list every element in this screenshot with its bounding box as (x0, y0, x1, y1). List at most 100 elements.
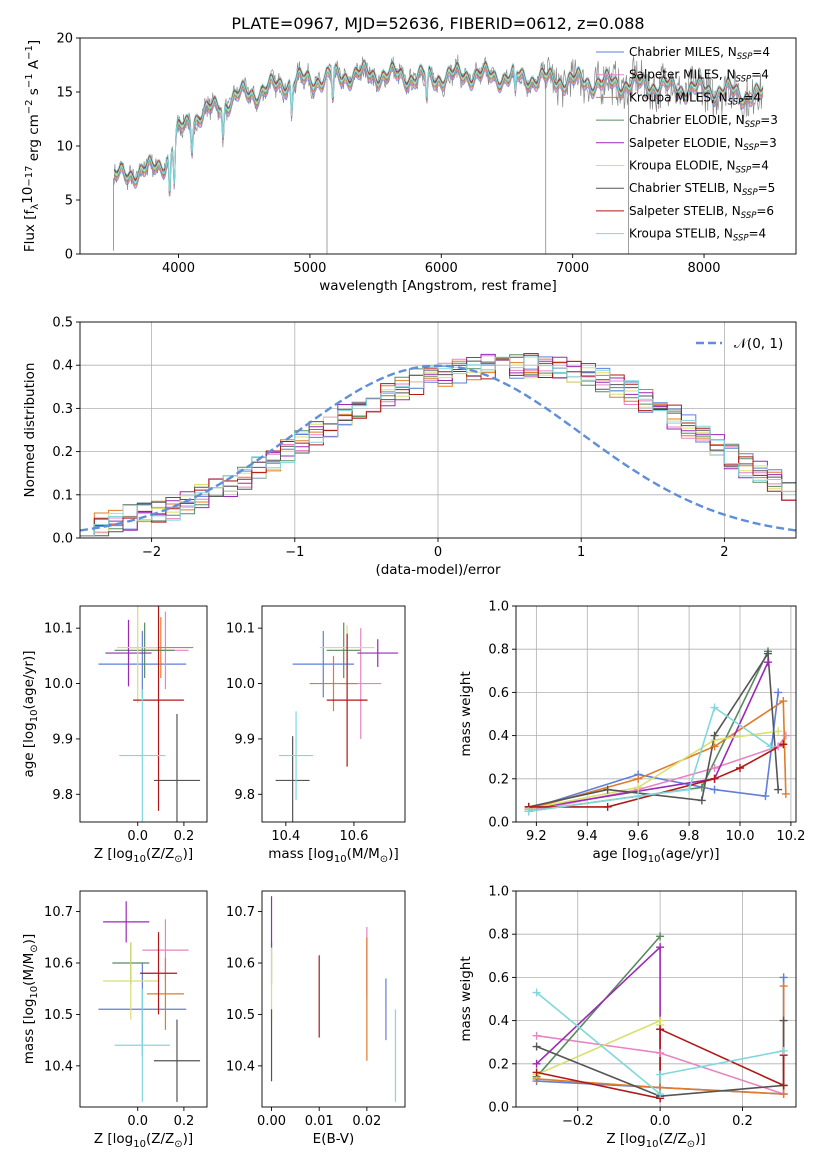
x-tick-label: −0.2 (562, 1114, 594, 1129)
y-tick-label: 0.0 (488, 816, 509, 831)
spectrum-ylabel: Flux [fλ10−17 erg cm−2 s−1 A−1] (20, 40, 42, 252)
legend-entry: Kroupa STELIB, NSSP=4 (629, 227, 766, 244)
histogram-step-line (80, 353, 796, 537)
y-tick-label: 15 (56, 86, 73, 101)
x-tick-label: 10.4 (271, 829, 300, 844)
weight-point-marker (656, 932, 665, 941)
weight-point-marker (634, 783, 643, 792)
weight-series-line (528, 692, 779, 810)
label-part: −2 (24, 99, 35, 114)
legend-entry: 𝒩(0, 1) (734, 336, 783, 352)
mass-vs-Z-panel: 0.0 0.210.410.510.610.7Z [log10(Z/Z⊙)]mas… (21, 890, 208, 1150)
weight-vs-Z-ylabel: mass weight (458, 956, 474, 1041)
x-tick-label: 0.0 (650, 1114, 671, 1129)
weight-point-marker (779, 982, 788, 991)
model-spectrum-line (113, 68, 764, 198)
y-tick-label: 10.7 (226, 905, 255, 920)
y-tick-label: 10.5 (44, 1008, 73, 1023)
label-part: wavelength [Angstrom, rest frame] (319, 278, 557, 294)
label-part: 10 (29, 986, 40, 999)
mass-vs-EBV-frame (261, 890, 406, 1108)
label-part: A (26, 59, 42, 73)
label-part: 10 (29, 710, 40, 723)
weight-point-marker (781, 731, 790, 740)
x-tick-label: 5000 (293, 261, 326, 276)
histogram-step-line (80, 355, 796, 537)
label-part: ⊙ (687, 1139, 695, 1150)
legend-text-part: SSP (728, 97, 744, 107)
age-vs-Z-plot-area (98, 606, 201, 822)
mass-vs-EBV-xlabel: E(B-V) (313, 1131, 355, 1147)
weight-point-marker (685, 785, 694, 794)
x-tick-label: 0.00 (257, 1114, 286, 1129)
legend-text-part: SSP (736, 75, 752, 85)
weight-point-marker (764, 649, 772, 658)
histogram-step-line (80, 354, 796, 537)
weight-vs-Z-plot-area (516, 891, 796, 1107)
legend-entry: Salpeter STELIB, NSSP=6 (629, 204, 774, 221)
weight-point-marker (764, 658, 772, 667)
weight-point-marker (532, 988, 541, 997)
age-vs-mass-plot-area (275, 622, 399, 822)
weight-point-marker (656, 1025, 665, 1034)
legend-text-part: =4 (752, 45, 770, 59)
x-tick-label: 9.6 (628, 829, 649, 844)
label-part: s (26, 88, 42, 99)
label-part: 10 (133, 1139, 146, 1150)
weight-point-marker (656, 943, 665, 952)
label-part: (data-model)/error (375, 562, 501, 578)
weight-vs-age-xlabel: age [log10(age/yr)] (592, 846, 719, 865)
x-tick-label: 9.8 (679, 829, 700, 844)
weight-point-marker (603, 785, 612, 794)
legend-text-part: Salpeter ELODIE, N (629, 136, 743, 150)
legend-text-part: =3 (760, 113, 778, 127)
weight-point-marker (532, 1031, 541, 1040)
x-tick-label: 0.0 (127, 829, 148, 844)
label-part: Z [log (606, 1131, 645, 1147)
x-tick-label: 4000 (162, 261, 195, 276)
legend-text-part: Chabrier MILES, N (629, 45, 737, 59)
x-tick-label: 7000 (556, 261, 589, 276)
weight-point-marker (603, 802, 612, 811)
y-tick-label: 10.5 (226, 1008, 255, 1023)
legend-entry: Salpeter MILES, NSSP=4 (629, 68, 769, 85)
spectrum-plot-area (113, 54, 764, 254)
label-part: 10 (334, 854, 347, 865)
age-vs-Z-xlabel: Z [log10(Z/Z⊙)] (94, 846, 193, 865)
x-tick-label: 0.01 (305, 1114, 334, 1129)
spectrum-panel: 4000 5000 6000 7000 8000 0 5 10 15 20 wavelength [… (20, 32, 797, 294)
y-tick-label: 10.4 (226, 1059, 255, 1074)
weight-point-marker (774, 785, 783, 794)
weight-point-marker (766, 742, 775, 751)
weight-point-marker (532, 1059, 541, 1068)
weight-point-marker (779, 1016, 788, 1025)
label-part: −17 (24, 166, 35, 187)
label-part: (M/M (347, 846, 380, 862)
y-tick-label: 10.1 (44, 622, 73, 637)
label-part: mass [log (21, 999, 37, 1065)
label-part: erg cm (26, 114, 42, 165)
model-spectrum-line (113, 63, 764, 193)
y-tick-label: 10.0 (226, 677, 255, 692)
legend-text-part: =4 (751, 68, 769, 82)
legend-text-part: =3 (759, 136, 777, 150)
age-vs-Z-ylabel: age [log10(age/yr)] (21, 650, 40, 777)
weight-point-marker (779, 1081, 788, 1090)
weight-point-marker (656, 1049, 665, 1057)
y-tick-label: 5 (65, 194, 73, 209)
y-tick-label: 0.6 (488, 686, 509, 701)
x-tick-label: 8000 (687, 261, 720, 276)
label-part: (Z/Z (146, 1131, 174, 1147)
weight-series-line (528, 730, 779, 810)
label-part: )] (388, 846, 399, 862)
label-part: ] (26, 40, 42, 45)
weight-point-marker (779, 1046, 788, 1055)
weight-point-marker (656, 1070, 665, 1079)
y-tick-label: 9.8 (234, 788, 255, 803)
label-part: λ (30, 204, 41, 210)
weight-series-line (528, 735, 787, 812)
weight-vs-Z-xlabel: Z [log10(Z/Z⊙)] (606, 1131, 705, 1150)
y-tick-label: 0.2 (488, 772, 509, 787)
histogram-step-line (80, 358, 796, 537)
legend-text-part: SSP (745, 120, 761, 130)
